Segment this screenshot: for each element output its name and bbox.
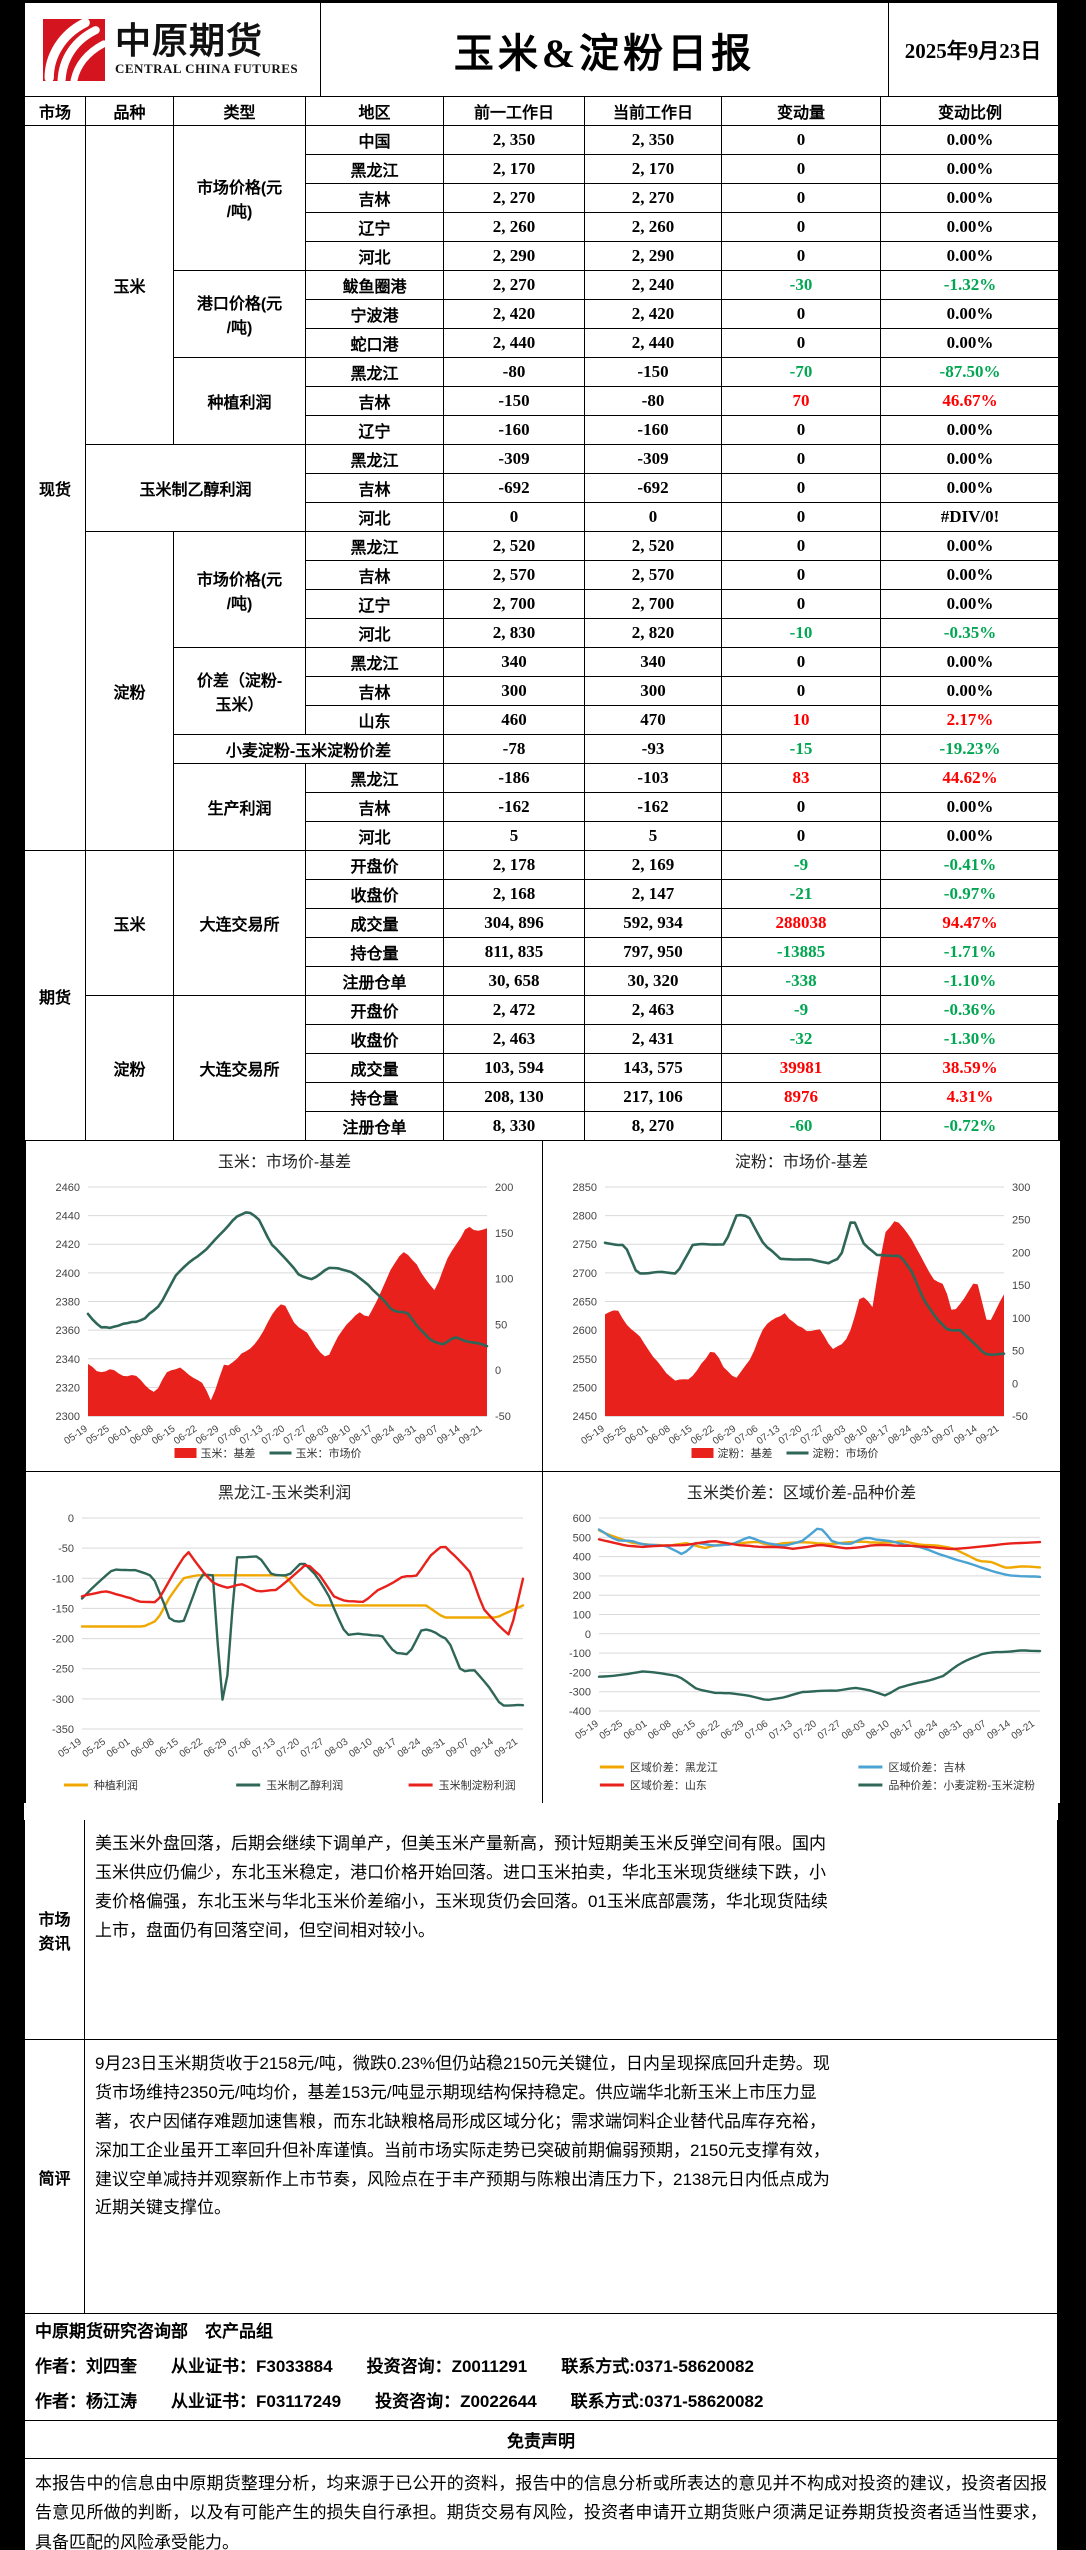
svg-text:2440: 2440: [56, 1211, 80, 1223]
svg-text:-200: -200: [52, 1634, 74, 1646]
svg-text:品种价差：小麦淀粉-玉米淀粉: 品种价差：小麦淀粉-玉米淀粉: [888, 1778, 1035, 1792]
svg-text:-100: -100: [52, 1573, 74, 1585]
svg-text:-400: -400: [569, 1706, 591, 1718]
svg-text:100: 100: [1012, 1313, 1030, 1325]
svg-text:300: 300: [1012, 1182, 1030, 1194]
svg-text:区域价差：吉林: 区域价差：吉林: [888, 1760, 965, 1774]
svg-text:-200: -200: [569, 1667, 591, 1679]
svg-text:50: 50: [1012, 1346, 1024, 1358]
svg-text:0: 0: [68, 1513, 74, 1525]
svg-text:2600: 2600: [573, 1325, 597, 1337]
svg-text:0: 0: [585, 1629, 591, 1641]
svg-text:0: 0: [495, 1365, 501, 1377]
svg-text:种植利润: 种植利润: [94, 1778, 138, 1792]
svg-text:-300: -300: [52, 1694, 74, 1706]
svg-text:淀粉：市场价: 淀粉：市场价: [813, 1446, 879, 1460]
svg-text:250: 250: [1012, 1215, 1030, 1227]
svg-text:-300: -300: [569, 1687, 591, 1699]
svg-text:2450: 2450: [573, 1411, 597, 1423]
svg-text:淀粉：基差: 淀粉：基差: [718, 1446, 773, 1460]
svg-text:2650: 2650: [573, 1297, 597, 1309]
svg-text:玉米类价差：区域价差-品种价差: 玉米类价差：区域价差-品种价差: [687, 1484, 916, 1502]
svg-text:2360: 2360: [56, 1325, 80, 1337]
svg-text:玉米：基差: 玉米：基差: [201, 1446, 256, 1460]
svg-text:-100: -100: [569, 1648, 591, 1660]
svg-text:200: 200: [1012, 1247, 1030, 1259]
svg-text:-50: -50: [1012, 1411, 1028, 1423]
svg-text:玉米制淀粉利润: 玉米制淀粉利润: [439, 1778, 516, 1792]
svg-text:玉米：市场价-基差: 玉米：市场价-基差: [218, 1153, 351, 1171]
svg-text:区域价差：黑龙江: 区域价差：黑龙江: [630, 1760, 718, 1774]
svg-text:2400: 2400: [56, 1268, 80, 1280]
svg-text:-50: -50: [495, 1411, 511, 1423]
svg-text:玉米：市场价: 玉米：市场价: [296, 1446, 362, 1460]
svg-text:-150: -150: [52, 1603, 74, 1615]
svg-text:400: 400: [573, 1552, 591, 1564]
svg-text:100: 100: [573, 1610, 591, 1622]
svg-text:2460: 2460: [56, 1182, 80, 1194]
svg-text:2550: 2550: [573, 1354, 597, 1366]
svg-text:200: 200: [495, 1182, 513, 1194]
svg-text:2320: 2320: [56, 1382, 80, 1394]
svg-text:500: 500: [573, 1532, 591, 1544]
svg-text:-350: -350: [52, 1724, 74, 1736]
svg-text:150: 150: [1012, 1280, 1030, 1292]
svg-text:区域价差：山东: 区域价差：山东: [630, 1778, 707, 1792]
svg-text:黑龙江-玉米类利润: 黑龙江-玉米类利润: [218, 1484, 351, 1502]
svg-text:-50: -50: [58, 1543, 74, 1555]
svg-text:200: 200: [573, 1590, 591, 1602]
svg-text:0: 0: [1012, 1378, 1018, 1390]
svg-text:2700: 2700: [573, 1268, 597, 1280]
svg-text:300: 300: [573, 1571, 591, 1583]
svg-text:100: 100: [495, 1274, 513, 1286]
svg-text:600: 600: [573, 1513, 591, 1525]
svg-text:150: 150: [495, 1228, 513, 1240]
svg-text:2500: 2500: [573, 1382, 597, 1394]
svg-text:-250: -250: [52, 1664, 74, 1676]
svg-text:2800: 2800: [573, 1211, 597, 1223]
svg-text:玉米制乙醇利润: 玉米制乙醇利润: [266, 1778, 343, 1792]
svg-text:淀粉：市场价-基差: 淀粉：市场价-基差: [735, 1153, 868, 1171]
svg-text:2340: 2340: [56, 1354, 80, 1366]
svg-text:2300: 2300: [56, 1411, 80, 1423]
svg-text:2420: 2420: [56, 1239, 80, 1251]
svg-text:2750: 2750: [573, 1239, 597, 1251]
svg-text:2380: 2380: [56, 1297, 80, 1309]
svg-text:2850: 2850: [573, 1182, 597, 1194]
svg-text:50: 50: [495, 1319, 507, 1331]
